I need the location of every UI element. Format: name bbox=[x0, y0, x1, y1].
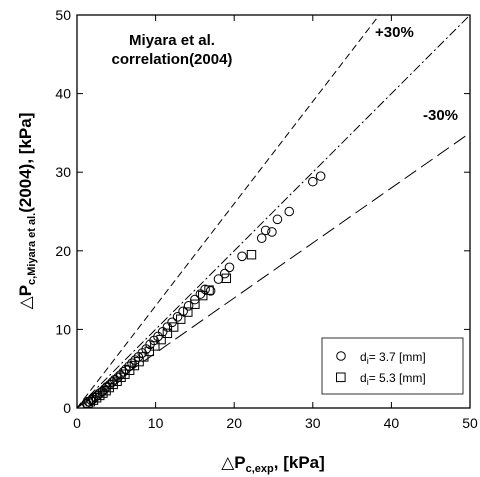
data-point-circle bbox=[213, 274, 224, 284]
ref-label-plus30: +30% bbox=[375, 24, 414, 41]
legend-box bbox=[321, 337, 464, 395]
data-point-square bbox=[176, 314, 186, 324]
ref-label-minus30: -30% bbox=[423, 107, 458, 124]
legend-marker-circle bbox=[336, 351, 346, 361]
data-point-circle bbox=[260, 225, 271, 236]
y-tick-label: 30 bbox=[55, 164, 71, 180]
legend-label-2: di= 5.3 [mm] bbox=[360, 371, 426, 387]
plot-frame bbox=[76, 14, 471, 409]
data-point-circle bbox=[109, 374, 120, 385]
chart-title-line-1: Miyara et al. bbox=[129, 32, 215, 49]
x-tick-label: 0 bbox=[73, 415, 81, 431]
y-tick-label: 0 bbox=[63, 400, 71, 416]
data-point-circle bbox=[127, 358, 137, 368]
chart-title: Miyara et al. correlation(2004) bbox=[112, 32, 233, 68]
data-point-circle bbox=[308, 176, 318, 187]
x-tick-label: 50 bbox=[462, 415, 478, 431]
data-point-circle bbox=[162, 322, 173, 332]
data-point-circle bbox=[115, 370, 126, 380]
data-point-square bbox=[221, 273, 232, 284]
data-point-circle bbox=[267, 227, 277, 237]
data-point-circle bbox=[224, 262, 235, 273]
data-point-circle bbox=[237, 251, 247, 262]
data-point-circle bbox=[118, 367, 129, 377]
ref-line-equal bbox=[77, 15, 470, 408]
data-point-square bbox=[168, 322, 179, 332]
data-point-square bbox=[150, 341, 160, 351]
data-point-square bbox=[95, 390, 105, 401]
data-point-square bbox=[98, 388, 108, 398]
data-point-circle bbox=[190, 294, 200, 305]
data-point-circle bbox=[178, 306, 188, 317]
data-point-square bbox=[198, 290, 208, 301]
y-tick-label: 10 bbox=[55, 321, 71, 337]
y-tick-label: 50 bbox=[55, 7, 71, 23]
data-point-square bbox=[190, 299, 200, 309]
data-point-square bbox=[101, 386, 111, 396]
data-point-square bbox=[156, 334, 166, 345]
data-point-square bbox=[204, 285, 214, 295]
data-point-circle bbox=[172, 312, 183, 322]
data-point-circle bbox=[205, 286, 216, 296]
legend-marker-square bbox=[336, 372, 346, 383]
y-tick-label: 20 bbox=[55, 243, 71, 259]
data-point-square bbox=[144, 346, 155, 357]
y-tick-label: 40 bbox=[55, 86, 71, 102]
data-point-circle bbox=[272, 214, 283, 225]
data-point-square bbox=[134, 356, 144, 367]
data-point-circle bbox=[315, 171, 326, 181]
data-point-circle bbox=[219, 268, 230, 279]
data-point-square bbox=[88, 395, 99, 405]
data-point-square bbox=[162, 328, 173, 339]
x-axis-title: △Pc,exp, [kPa] bbox=[221, 453, 325, 475]
data-point-circle bbox=[107, 377, 118, 387]
x-tick-label: 20 bbox=[226, 415, 242, 431]
ref-line-plus30 bbox=[77, 15, 380, 408]
data-point-square bbox=[91, 393, 102, 403]
legend: di= 3.7 [mm] di= 5.3 [mm] bbox=[321, 337, 464, 395]
data-point-circle bbox=[183, 301, 194, 311]
data-point-square bbox=[124, 365, 135, 375]
data-point-circle bbox=[284, 206, 295, 217]
data-point-square bbox=[139, 352, 149, 362]
data-point-square bbox=[183, 307, 193, 317]
axis-ticks: 0 10 20 30 40 50 0 10 20 30 40 50 bbox=[55, 7, 478, 431]
data-points bbox=[81, 171, 326, 408]
chart-title-line-2: correlation(2004) bbox=[112, 51, 233, 68]
reference-lines bbox=[77, 15, 470, 408]
data-point-square bbox=[246, 250, 257, 260]
legend-label-1: di= 3.7 [mm] bbox=[360, 350, 426, 366]
x-tick-label: 10 bbox=[148, 415, 164, 431]
y-axis-title: △Pc,Miyara et al.(2004), [kPa] bbox=[16, 113, 38, 310]
data-point-circle bbox=[256, 233, 267, 244]
x-tick-label: 40 bbox=[384, 415, 400, 431]
x-tick-label: 30 bbox=[305, 415, 321, 431]
